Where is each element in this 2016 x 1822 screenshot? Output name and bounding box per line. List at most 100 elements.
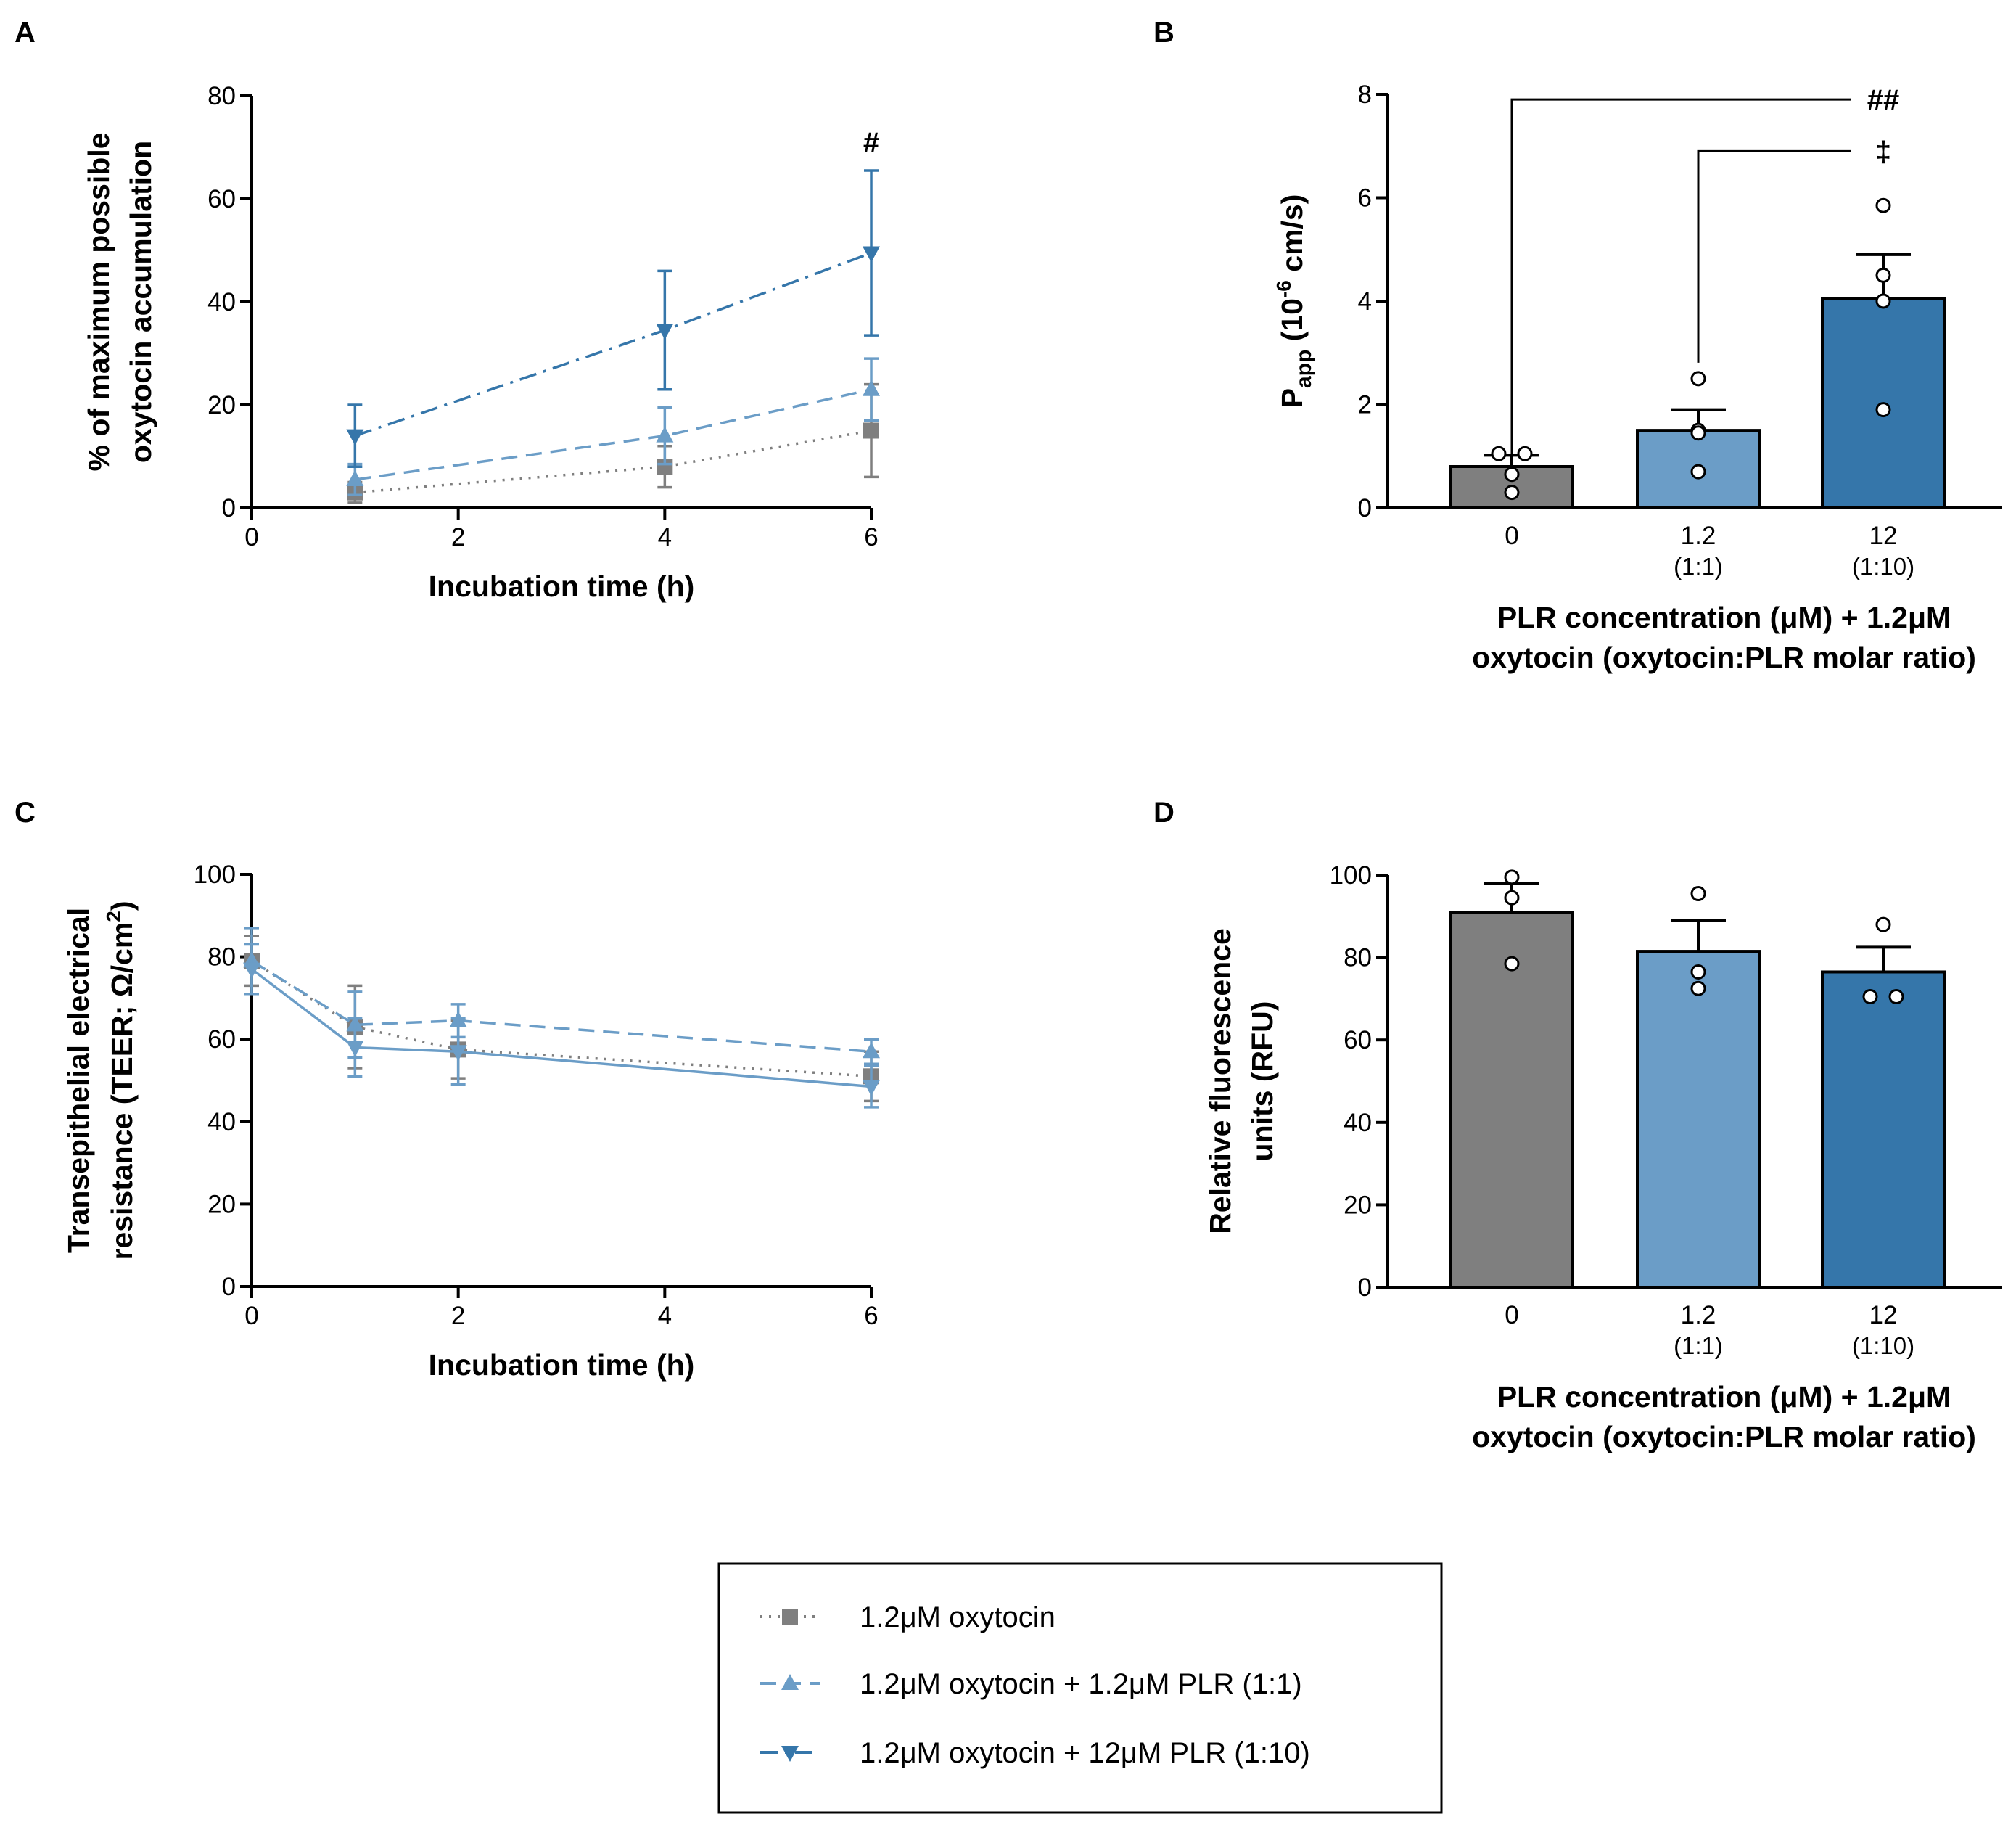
panel-a-series-line (355, 429, 872, 494)
panel-c-data-point (863, 1042, 880, 1059)
panel-b-data-point (1875, 293, 1891, 309)
panel-d-data-point (1504, 956, 1520, 972)
legend-item-0: 1.2μM oxytocin (760, 1601, 1056, 1633)
panel-d-data-point (1875, 916, 1891, 932)
legend-label: 1.2μM oxytocin + 12μM PLR (1:10) (860, 1737, 1310, 1769)
legend: 1.2μM oxytocin 1.2μM oxytocin + 1.2μM PLR… (717, 1562, 1443, 1814)
panel-b-bar-chart: 0 2 4 6 8 0 1.2 (1:1) 12 (1:10) PLR concentration … (1272, 81, 2002, 674)
panel-d-bar-group-2 (1821, 916, 1946, 1289)
panel-a-x-tick-label: 0 (244, 523, 258, 551)
panel-b-y-axis-title-sup: -6 (1272, 280, 1295, 298)
legend-label: 1.2μM oxytocin + 1.2μM PLR (1:1) (860, 1668, 1302, 1700)
panel-b-data-point (1690, 371, 1706, 387)
panel-c-y-tick-label: 0 (222, 1273, 236, 1301)
panel-c-series-line (250, 968, 872, 1088)
panel-d-x-tick-label: 12 (1869, 1301, 1898, 1329)
panel-d-data-point (1888, 989, 1904, 1005)
panel-b-x-tick-label: 0 (1505, 522, 1518, 550)
panel-a-data-point (657, 459, 673, 475)
legend-item-1: 1.2μM oxytocin + 1.2μM PLR (1:1) (760, 1668, 1302, 1700)
panel-b-bar-group-0 (1449, 446, 1574, 509)
panel-c-y-tick-label: 100 (194, 861, 236, 889)
panel-d-bar (1636, 950, 1761, 1289)
panel-c-data-point (863, 1080, 880, 1096)
panel-d-bar (1821, 970, 1946, 1289)
panel-a-data-point (863, 246, 880, 263)
panel-letter-a: A (15, 17, 36, 49)
legend-marker (782, 1609, 798, 1625)
panel-c-series-line (251, 959, 872, 1053)
panel-a-y-tick-label: 60 (207, 185, 236, 213)
panel-b-significance-label: ## (1867, 84, 1900, 116)
panel-c-series-0 (244, 935, 879, 1103)
panel-c-data-point (243, 962, 260, 979)
panel-d-y-tick-label: 80 (1344, 944, 1372, 972)
panel-c-data-point (346, 1041, 364, 1057)
panel-d-bar-group-0 (1449, 869, 1574, 1289)
panel-b-data-point (1875, 402, 1891, 418)
panel-c-y-tick-label: 40 (207, 1108, 236, 1136)
panel-letter-c: C (15, 797, 36, 829)
panel-a-y-tick-label: 40 (207, 288, 236, 316)
panel-b-significance-bracket (1510, 98, 1851, 456)
panel-d-bar-group-1 (1636, 886, 1761, 1289)
panel-a-data-point (863, 422, 879, 439)
panel-a-series-line (354, 251, 872, 438)
panel-b-y-axis-title-unit: (10 (1275, 298, 1309, 350)
panel-a-series-1 (346, 357, 880, 496)
panel-d-x-axis-title-line1: PLR concentration (μM) + 1.2μM (1497, 1380, 1951, 1413)
panel-a-y-tick-label: 0 (222, 494, 236, 522)
panel-b-y-tick-label: 4 (1358, 287, 1372, 316)
panel-b-data-point (1875, 267, 1891, 283)
panel-a-series-2 (346, 169, 880, 468)
panel-b-significance-label: ‡ (1875, 136, 1891, 168)
panel-d-y-tick-label: 100 (1330, 861, 1372, 890)
panel-d-data-point (1862, 989, 1878, 1005)
legend-marker (781, 1674, 799, 1690)
panel-a-data-point (346, 469, 364, 486)
panel-d-x-tick-sublabel: (1:1) (1674, 1332, 1723, 1359)
legend-item-2: 1.2μM oxytocin + 12μM PLR (1:10) (760, 1737, 1310, 1769)
legend-frame (717, 1562, 1443, 1814)
panel-b-x-axis-title-line2: oxytocin (oxytocin:PLR molar ratio) (1472, 641, 1976, 674)
panel-c-y-axis-title-line1: Transepithelial electrical (62, 908, 95, 1253)
panel-b-data-point (1504, 467, 1520, 483)
panel-b-y-axis-title-main: P (1275, 388, 1309, 408)
panel-b-x-tick-sublabel: (1:1) (1674, 553, 1723, 580)
panel-a-series-line (355, 387, 872, 481)
panel-b-bar-group-2 (1821, 197, 1946, 509)
panel-c-x-tick-label: 2 (451, 1302, 465, 1330)
panel-b-y-tick-label: 2 (1358, 391, 1372, 419)
panel-b-data-point (1504, 485, 1520, 501)
panel-d-y-tick-label: 0 (1358, 1273, 1372, 1302)
panel-a-x-axis-title: Incubation time (h) (429, 570, 695, 603)
panel-c-y-tick-label: 80 (207, 943, 236, 972)
panel-d-y-tick-label: 20 (1344, 1191, 1372, 1219)
legend-marker (781, 1746, 799, 1762)
panel-letter-b: B (1153, 17, 1174, 49)
panel-letter-d: D (1153, 797, 1174, 829)
panel-a-data-point (346, 429, 364, 446)
panel-b-y-tick-label: 0 (1358, 494, 1372, 522)
panel-b-y-tick-label: 6 (1358, 184, 1372, 213)
panel-d-data-point (1690, 886, 1706, 902)
panel-d-y-tick-label: 60 (1344, 1026, 1372, 1054)
panel-b-y-tick-label: 8 (1358, 81, 1372, 109)
panel-a-data-point (656, 426, 674, 443)
panel-b-data-point (1491, 446, 1507, 461)
panel-c-series-2 (243, 943, 880, 1109)
panel-c-y-tick-label: 20 (207, 1190, 236, 1218)
panel-a-y-tick-label: 20 (207, 391, 236, 419)
panel-d-x-axis-title-line2: oxytocin (oxytocin:PLR molar ratio) (1472, 1420, 1976, 1453)
panel-a-line-chart: 0 20 40 60 80 0 2 4 6 Incubation time (h) # % of ma… (82, 82, 880, 603)
panel-a-data-point (656, 324, 674, 340)
panel-d-y-axis-title-line1: Relative fluorescence (1204, 928, 1237, 1234)
panel-b-y-axis-title-sub: app (1292, 350, 1316, 388)
panel-b-x-tick-label: 12 (1869, 522, 1898, 550)
panel-d-y-tick-label: 40 (1344, 1109, 1372, 1137)
panel-c-x-tick-label: 6 (864, 1302, 878, 1330)
panel-b-x-tick-label: 1.2 (1681, 522, 1716, 550)
panel-c-y-axis-title-line2: resistance (TEER; Ω/cm2) (102, 900, 139, 1260)
panel-b-x-axis-title-line1: PLR concentration (μM) + 1.2μM (1497, 601, 1951, 634)
